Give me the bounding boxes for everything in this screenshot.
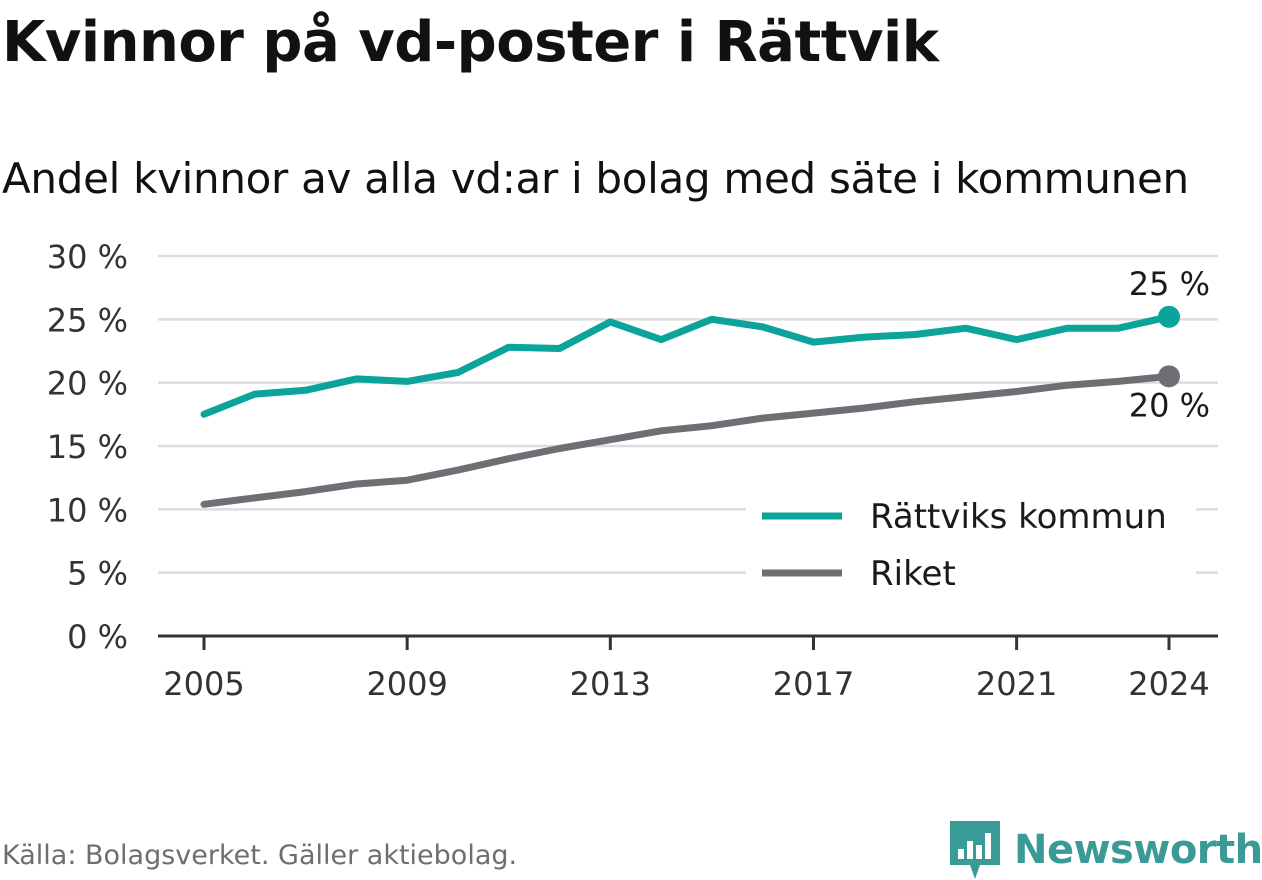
x-tick-label: 2017 — [773, 665, 854, 703]
chart-subtitle: Andel kvinnor av alla vd:ar i bolag med … — [2, 154, 1189, 203]
line-chart: 0 %5 %10 %15 %20 %25 %30 % 2005 2009 2013 2… — [47, 238, 1218, 703]
legend: Rättviks kommun Riket — [746, 488, 1196, 606]
x-axis — [158, 634, 1218, 650]
x-tick-label: 2013 — [570, 665, 651, 703]
y-tick-label: 15 % — [47, 428, 128, 466]
brand-name: Newsworthy — [1014, 827, 1262, 873]
legend-label: Riket — [870, 554, 956, 594]
y-tick-label: 10 % — [47, 491, 128, 529]
series-line — [200, 313, 1173, 418]
x-tick-label: 2024 — [1128, 665, 1209, 703]
end-value-label: 20 % — [1129, 386, 1210, 424]
x-tick-label: 2009 — [366, 665, 447, 703]
series-end-point — [1158, 305, 1180, 328]
y-tick-label: 20 % — [47, 365, 128, 403]
x-tick-label: 2021 — [976, 665, 1057, 703]
legend-label: Rättviks kommun — [870, 497, 1167, 537]
series-end-point — [1158, 365, 1180, 388]
end-value-label: 25 % — [1129, 265, 1210, 303]
y-tick-label: 25 % — [47, 301, 128, 339]
legend-background — [746, 488, 1196, 606]
x-axis-tick-labels: 2005 2009 2013 2017 2021 2024 — [163, 665, 1209, 703]
y-tick-label: 0 % — [67, 618, 128, 656]
series-line — [200, 372, 1173, 508]
brand-logo: Newsworthy — [950, 820, 1262, 880]
newsworthy-logo-icon — [950, 821, 1000, 879]
x-tick-label: 2005 — [163, 665, 244, 703]
chart-title: Kvinnor på vd-poster i Rättvik — [2, 10, 939, 75]
y-tick-label: 30 % — [47, 238, 128, 276]
series-lines: 25 % 20 % — [200, 265, 1210, 508]
y-axis-tick-labels: 0 % 5 % 10 % 15 % 20 % 25 % 30 % — [47, 238, 128, 656]
gridlines — [158, 254, 1218, 574]
source-note: Källa: Bolagsverket. Gäller aktiebolag. — [2, 840, 518, 871]
y-tick-label: 5 % — [67, 555, 128, 593]
